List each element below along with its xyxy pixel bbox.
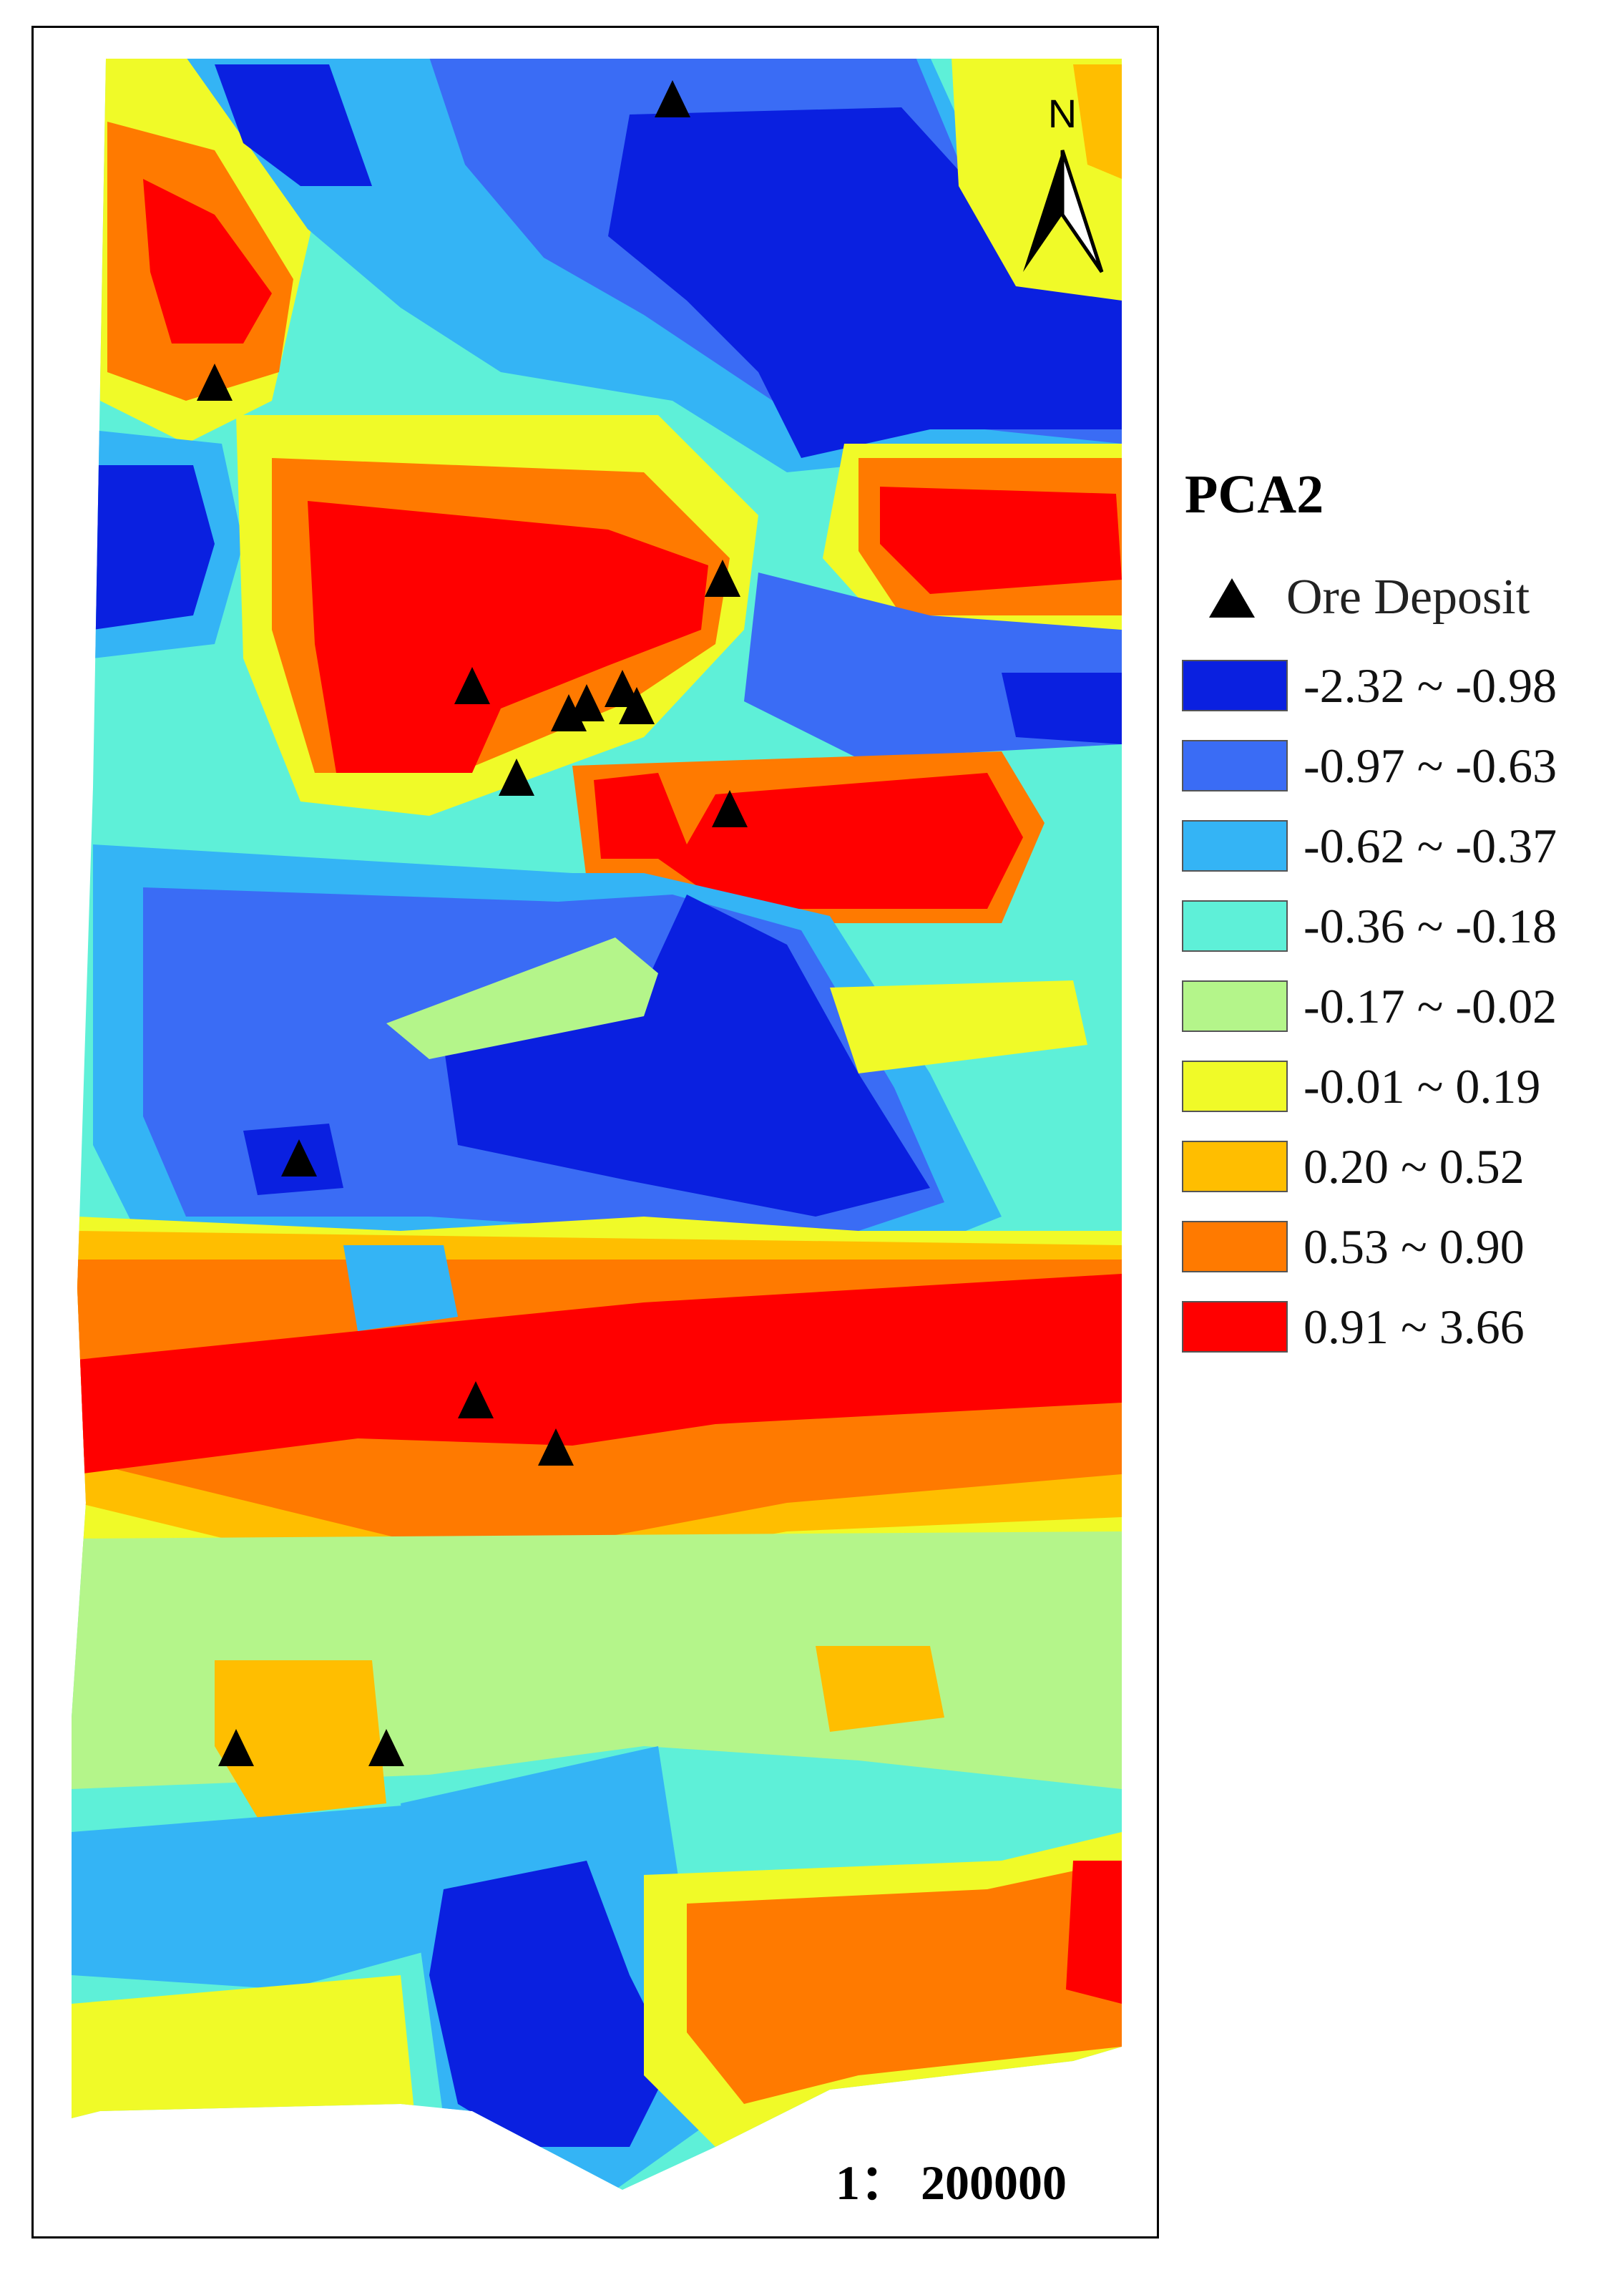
zone-top-blue-dark-2: [608, 107, 1122, 458]
zone-upper-middle-red: [308, 501, 708, 773]
ore-deposit-marker: [458, 1381, 494, 1418]
legend-class-label: -2.32 ~ -0.98: [1303, 658, 1557, 713]
legend-swatch: [1182, 900, 1288, 952]
ore-deposit-marker: [538, 1428, 574, 1466]
legend-class-label: -0.36 ~ -0.18: [1303, 898, 1557, 953]
north-arrow: N: [1023, 91, 1104, 273]
legend-class-6: -0.01 ~ 0.19: [1182, 1058, 1540, 1115]
legend-class-label: -0.97 ~ -0.63: [1303, 738, 1557, 793]
ore-deposit-marker: [655, 80, 690, 117]
zone-bottom-right-red: [1066, 1861, 1122, 2004]
legend-title: PCA2: [1185, 464, 1324, 525]
zone-middle-red: [594, 773, 1023, 909]
zone-lower-band-red: [77, 1274, 1122, 1474]
legend-ore-deposit: Ore Deposit: [1209, 565, 1530, 630]
zone-lower-left-yellow: [72, 1975, 415, 2118]
ore-deposit-marker: [619, 687, 655, 724]
zone-center-green-streak: [386, 937, 658, 1059]
legend-swatch: [1182, 740, 1288, 791]
legend-swatch: [1182, 1061, 1288, 1112]
zone-mid-right-blue-dark: [1002, 673, 1122, 744]
north-label: N: [1048, 91, 1077, 136]
legend-class-8: 0.53 ~ 0.90: [1182, 1218, 1525, 1275]
legend-class-label: -0.17 ~ -0.02: [1303, 978, 1557, 1033]
legend-class-label: 0.53 ~ 0.90: [1303, 1219, 1525, 1274]
zone-top-right-orange: [1073, 64, 1122, 179]
legend-ore-label: Ore Deposit: [1286, 570, 1530, 625]
legend-swatch: [1182, 820, 1288, 872]
zone-right-yellow-streak: [830, 980, 1087, 1073]
legend-class-label: -0.01 ~ 0.19: [1303, 1058, 1541, 1114]
legend-class-1: -2.32 ~ -0.98: [1182, 657, 1557, 714]
zone-lower-left-blue: [72, 1803, 444, 1989]
ore-deposit-marker: [605, 670, 640, 707]
ore-deposit-marker: [368, 1729, 404, 1766]
legend-class-4: -0.36 ~ -0.18: [1182, 897, 1557, 955]
north-arrow-left-half: [1023, 150, 1062, 272]
legend-class-label: -0.62 ~ -0.37: [1303, 818, 1557, 873]
zone-lower-band-blue-spot: [343, 1245, 458, 1331]
scale-text: 1： 200000: [836, 2155, 1067, 2210]
ore-deposits: [197, 80, 748, 1766]
ore-deposit-marker: [197, 364, 233, 401]
ore-deposit-marker: [569, 684, 605, 721]
legend-swatch: [1182, 660, 1288, 711]
zone-lower-right-orange-spot: [816, 1646, 944, 1732]
ore-deposit-marker: [281, 1139, 317, 1176]
legend-swatch: [1182, 1301, 1288, 1353]
legend-class-2: -0.97 ~ -0.63: [1182, 737, 1557, 794]
legend-class-3: -0.62 ~ -0.37: [1182, 817, 1557, 875]
zone-top-blue-dark: [215, 64, 372, 186]
legend-class-label: 0.91 ~ 3.66: [1303, 1299, 1525, 1354]
ore-deposit-marker: [218, 1729, 254, 1766]
zone-bottom-right-orange: [687, 1861, 1122, 2104]
zone-left-blue-dark: [93, 465, 215, 630]
zone-upper-right-red: [880, 487, 1122, 594]
ore-deposit-marker: [499, 759, 534, 796]
zone-bottom-blue-dark: [429, 1861, 672, 2147]
zone-lower-left-orange: [215, 1660, 386, 1818]
legend-swatch: [1182, 1221, 1288, 1272]
ore-deposit-marker: [712, 790, 748, 827]
ore-deposit-icon: [1209, 578, 1255, 618]
legend-swatch: [1182, 980, 1288, 1032]
legend-class-7: 0.20 ~ 0.52: [1182, 1138, 1525, 1195]
north-arrow-right-half: [1060, 150, 1104, 273]
ore-deposit-marker: [551, 694, 587, 731]
legend-class-9: 0.91 ~ 3.66: [1182, 1298, 1525, 1355]
legend-class-5: -0.17 ~ -0.02: [1182, 978, 1557, 1035]
zone-top-left-red: [143, 179, 272, 344]
legend-swatch: [1182, 1141, 1288, 1192]
ore-deposit-marker: [705, 560, 740, 597]
legend-class-label: 0.20 ~ 0.52: [1303, 1139, 1525, 1194]
zone-center-blue-dark: [444, 895, 930, 1217]
ore-deposit-marker: [454, 667, 490, 704]
